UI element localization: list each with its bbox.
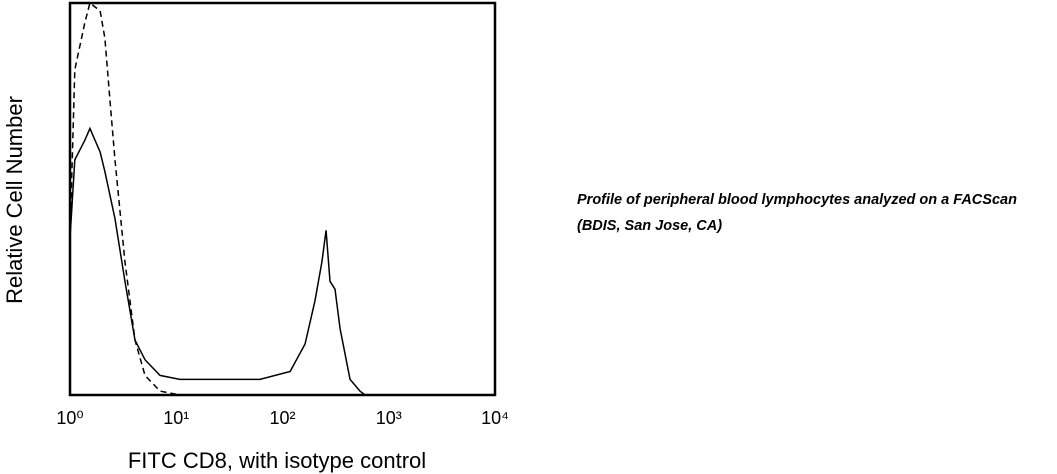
chart: FITC CD8, with isotype control Relative … (2, 1, 509, 473)
x-tick-label: 10² (269, 408, 295, 428)
plot-frame (68, 1, 497, 397)
y-axis-label: Relative Cell Number (2, 96, 27, 304)
x-tick-label: 10¹ (163, 408, 189, 428)
x-tick-label: 10³ (376, 408, 402, 428)
x-axis-label: FITC CD8, with isotype control (128, 448, 426, 473)
solid-line (69, 126, 366, 396)
caption: Profile of peripheral blood lymphocytes … (577, 192, 1017, 234)
x-tick-label: 10⁴ (481, 408, 509, 428)
dashed-line (69, 1, 180, 396)
x-tick-label: 10⁰ (56, 408, 83, 428)
